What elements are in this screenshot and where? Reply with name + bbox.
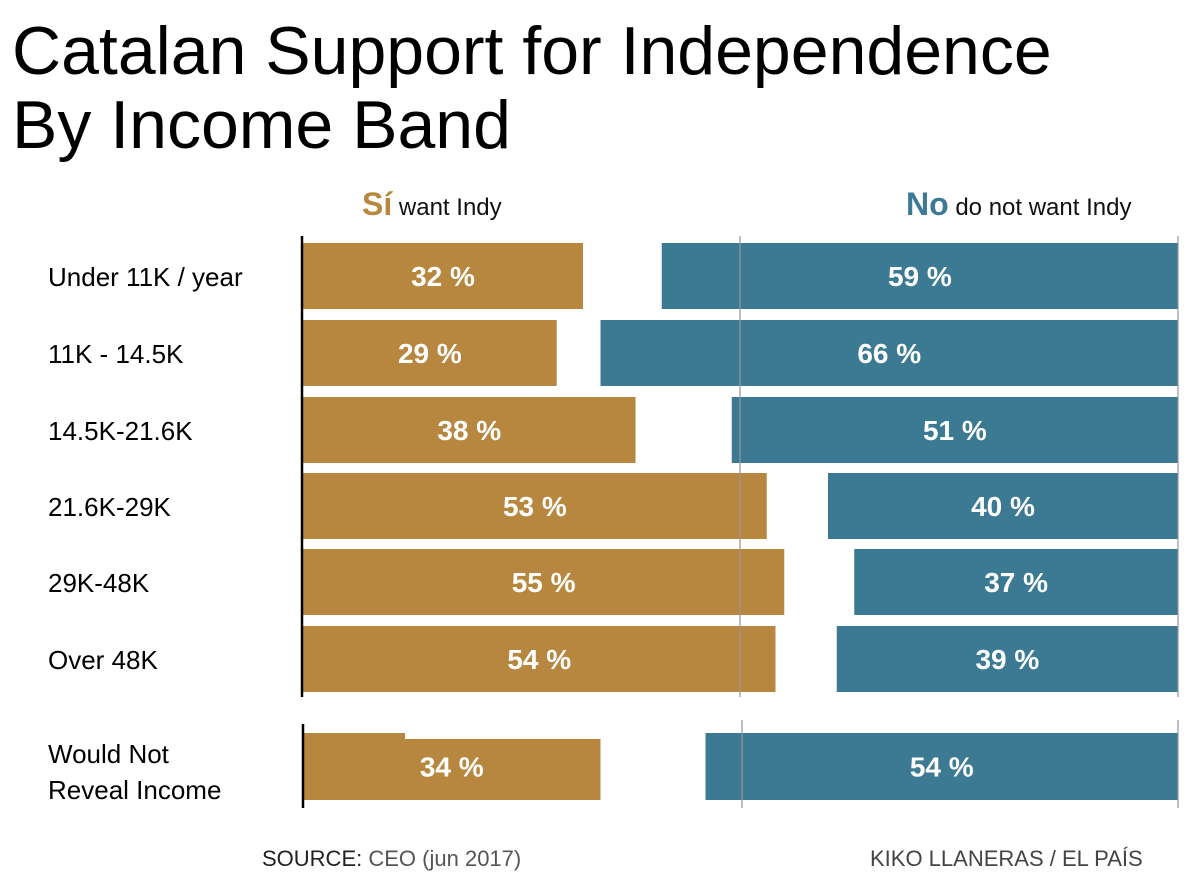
bar-no: [828, 473, 1178, 539]
bar-no: [836, 626, 1178, 692]
label-no: 54 %: [910, 752, 974, 783]
bar-yes: [303, 549, 785, 615]
category-label: 29K-48K: [48, 568, 150, 598]
source: SOURCE: CEO (jun 2017): [262, 846, 522, 871]
bar-yes-step: [303, 733, 405, 740]
chart-title: Catalan Support for Independence By Incom…: [12, 13, 1052, 163]
label-yes: 29 %: [398, 338, 462, 369]
bar-yes: [303, 243, 583, 309]
bar-yes: [303, 473, 767, 539]
label-yes: 32 %: [411, 261, 475, 292]
bar-no: [661, 243, 1178, 309]
bar-yes: [303, 626, 776, 692]
label-yes: 53 %: [503, 491, 567, 522]
category-label: 14.5K-21.6K: [48, 416, 193, 446]
label-yes: 55 %: [512, 567, 576, 598]
bar-no: [731, 397, 1178, 463]
category-label: Reveal Income: [48, 775, 221, 805]
bar-no: [854, 549, 1178, 615]
category-label: 11K - 14.5K: [48, 339, 184, 369]
label-no: 37 %: [984, 567, 1048, 598]
category-label: Would Not: [48, 739, 170, 769]
category-label: Over 48K: [48, 645, 158, 675]
label-yes: 54 %: [507, 644, 571, 675]
label-no: 40 %: [971, 491, 1035, 522]
label-no: 39 %: [975, 644, 1039, 675]
bar-yes: [303, 320, 557, 386]
bar-no: [705, 733, 1178, 800]
label-yes: 34 %: [420, 752, 484, 783]
label-no: 66 %: [857, 338, 921, 369]
category-label: 21.6K-29K: [48, 492, 172, 522]
credit: KIKO LLANERAS / EL PAÍS: [870, 846, 1143, 871]
category-label: Under 11K / year: [48, 262, 243, 292]
bar-no: [600, 320, 1178, 386]
legend-no: No do not want Indy: [906, 186, 1132, 222]
bar-yes: [303, 397, 636, 463]
label-no: 51 %: [923, 415, 987, 446]
bar-yes: [303, 739, 601, 800]
legend-yes: Sí want Indy: [362, 186, 502, 222]
label-no: 59 %: [888, 261, 952, 292]
label-yes: 38 %: [437, 415, 501, 446]
